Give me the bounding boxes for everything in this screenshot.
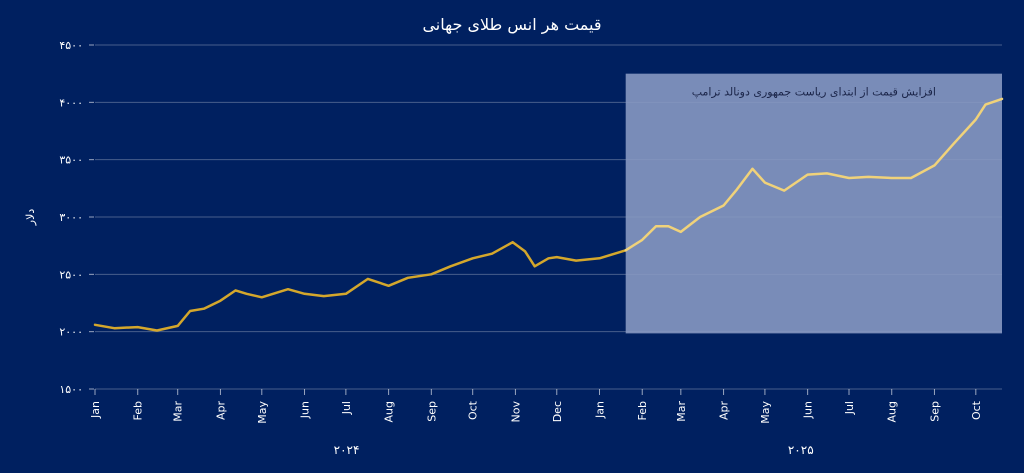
year-label-2024: ۲۰۲۴ xyxy=(334,443,360,457)
series-line xyxy=(93,240,627,332)
x-tick-label: Apr xyxy=(214,401,227,421)
x-tick-label: Jan xyxy=(89,401,102,419)
x-tick-label: Oct xyxy=(467,400,480,420)
highlight-band xyxy=(625,73,1002,334)
y-tick-label: ۳۰۰۰ xyxy=(59,211,83,224)
y-axis-ticks: ۱۵۰۰ ۲۰۰۰ ۲۵۰۰ ۳۰۰۰ ۳۵۰۰ ۴۰۰۰ ۴۵۰۰ xyxy=(59,39,83,396)
series-line-highlight xyxy=(624,97,1004,252)
x-tick-label: Feb xyxy=(132,401,145,420)
x-tick-label: Aug xyxy=(886,401,899,422)
x-tick-label: Mar xyxy=(675,401,688,422)
x-tick-label: Sep xyxy=(929,401,942,422)
y-axis-label: دلار xyxy=(24,209,37,227)
y-tick-label: ۳۵۰۰ xyxy=(59,154,83,167)
x-tick-label: May xyxy=(256,401,269,424)
x-tick-label: Apr xyxy=(718,401,731,421)
x-tick-label: Nov xyxy=(509,401,522,423)
x-tick-label: Sep xyxy=(425,401,438,422)
x-tick-label: Feb xyxy=(636,401,649,420)
x-tick-label: Jun xyxy=(802,401,815,419)
x-tick-label: Jul xyxy=(340,401,353,415)
y-tick-label: ۴۰۰۰ xyxy=(59,96,83,109)
x-axis-ticks: Jan Feb Mar Apr May Jun Jul Aug Sep Oct Nov Dec Jan F… xyxy=(89,389,983,424)
year-label-2025: ۲۰۲۵ xyxy=(788,443,814,457)
x-tick-label: Jul xyxy=(843,401,856,415)
y-tick-label: ۲۵۰۰ xyxy=(59,268,83,281)
chart-title: قیمت هر انس طلای جهانی xyxy=(422,15,601,35)
y-tick-label: ۱۵۰۰ xyxy=(59,383,83,396)
x-tick-label: May xyxy=(759,401,772,424)
x-tick-label: Dec xyxy=(551,401,564,422)
y-tick-label: ۴۵۰۰ xyxy=(59,39,83,52)
x-tick-label: Oct xyxy=(970,400,983,420)
annotation-label: افزایش قیمت از ابتدای ریاست جمهوری دونال… xyxy=(692,86,936,99)
x-tick-label: Mar xyxy=(172,401,185,422)
x-tick-label: Jun xyxy=(299,401,312,419)
x-tick-label: Aug xyxy=(383,401,396,422)
y-tick-label: ۲۰۰۰ xyxy=(59,326,83,339)
x-tick-label: Jan xyxy=(594,401,607,419)
